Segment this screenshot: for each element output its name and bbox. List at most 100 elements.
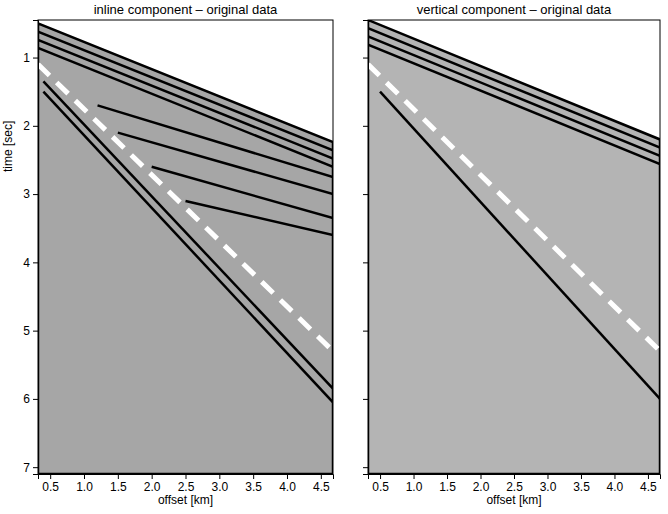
event-line [368, 64, 660, 351]
tick-mark [363, 194, 368, 195]
tick-mark [186, 474, 187, 479]
tick: 0.5 [42, 474, 59, 494]
event-line [118, 133, 333, 194]
panel: 0.51.01.52.02.53.03.54.04.5vertical comp… [363, 2, 661, 507]
tick: 7 [23, 461, 38, 475]
tick-mark [33, 194, 38, 195]
tick-label: 3.5 [245, 480, 262, 494]
tick: 3.0 [540, 474, 557, 494]
tick-label: 7 [23, 461, 30, 475]
tick: 4.0 [607, 474, 624, 494]
axis-title: time [sec] [1, 121, 15, 172]
axis-title: offset [km] [486, 493, 541, 507]
tick: 4 [23, 256, 38, 270]
tick-mark [152, 474, 153, 479]
tick-mark [287, 474, 288, 479]
event-line [43, 81, 333, 388]
tick-mark [118, 474, 119, 479]
tick-label: 6 [23, 392, 30, 406]
tick-mark [33, 262, 38, 263]
tick-label: 4.5 [640, 480, 657, 494]
tick-mark [648, 474, 649, 479]
tick-mark [33, 126, 38, 127]
tick-mark [33, 58, 38, 59]
tick-mark [33, 467, 38, 468]
tick: 4.5 [313, 474, 330, 494]
axis-line [39, 475, 334, 480]
event-line [98, 105, 333, 177]
tick: 1.5 [439, 474, 456, 494]
title: vertical component – original data [417, 2, 612, 17]
tick-label: 2.0 [144, 480, 161, 494]
axis-title: offset [km] [158, 493, 213, 507]
tick: 4.0 [279, 474, 296, 494]
tick-label: 3.0 [211, 480, 228, 494]
tick: 3.0 [211, 474, 228, 494]
tick-label: 2.5 [506, 480, 523, 494]
tick-label: 2.5 [178, 480, 195, 494]
tick: 1.5 [110, 474, 127, 494]
tick: 1 [23, 51, 38, 65]
tick-label: 2 [23, 119, 30, 133]
event-line [152, 167, 333, 218]
frame [38, 20, 333, 474]
tick-mark [380, 474, 381, 479]
tick [363, 331, 368, 332]
tick-label: 1 [23, 51, 30, 65]
tick [363, 467, 368, 468]
tick [363, 399, 368, 400]
tick-mark [614, 474, 615, 479]
tick-label: 5 [23, 324, 30, 338]
tick-label: 1.0 [76, 480, 93, 494]
plot-area [368, 20, 660, 474]
axis-line [363, 21, 369, 475]
event-line [368, 36, 660, 155]
tick-mark [363, 399, 368, 400]
tick-label: 3 [23, 187, 30, 201]
tick: 3.5 [573, 474, 590, 494]
area [368, 20, 660, 474]
tick-mark [33, 331, 38, 332]
title: inline component – original data [94, 2, 278, 17]
x-axis: 0.5 1.0 1.5 2.0 2.5 3.0 3.5 4.0 4.5 [39, 474, 334, 494]
tick [363, 262, 368, 263]
tick-mark [481, 474, 482, 479]
event-line [380, 92, 660, 399]
tick-label: 3.5 [573, 480, 590, 494]
tick-mark [84, 474, 85, 479]
tick-mark [253, 474, 254, 479]
tick-label: 0.5 [42, 480, 59, 494]
axis-line [369, 475, 661, 480]
axis-line [33, 21, 39, 475]
tick: 1.0 [406, 474, 423, 494]
tick-label: 4.0 [607, 480, 624, 494]
tick-mark [363, 262, 368, 263]
tick-label: 1.5 [439, 480, 456, 494]
tick: 2 [23, 119, 38, 133]
tick-mark [414, 474, 415, 479]
tick: 5 [23, 324, 38, 338]
tick-label: 3.0 [540, 480, 557, 494]
y-axis [363, 21, 369, 475]
tick: 6 [23, 392, 38, 406]
tick-mark [363, 467, 368, 468]
panel: 0.5 1.0 1.5 2.0 2.5 3.0 3.5 4.0 4.5 1 2 3 4 5 6 7 inline… [1, 2, 334, 507]
tick-label: 1.5 [110, 480, 127, 494]
frame [368, 20, 660, 474]
tick: 4.5 [640, 474, 657, 494]
tick-mark [363, 331, 368, 332]
event-line [38, 40, 333, 159]
tick-mark [363, 126, 368, 127]
tick-mark [33, 399, 38, 400]
tick-label: 4 [23, 256, 30, 270]
tick: 1.0 [76, 474, 93, 494]
tick-label: 1.0 [406, 480, 423, 494]
tick-label: 0.5 [372, 480, 389, 494]
tick [363, 194, 368, 195]
tick [363, 58, 368, 59]
event-line [43, 92, 333, 403]
plot-area [38, 23, 333, 474]
tick: 2.5 [178, 474, 195, 494]
tick: 0.5 [372, 474, 389, 494]
event-line [368, 28, 660, 147]
